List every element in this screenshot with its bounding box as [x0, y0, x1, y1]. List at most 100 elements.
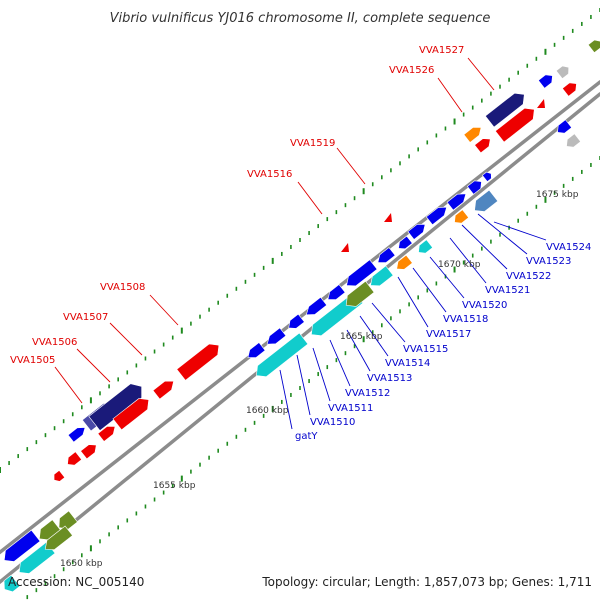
gene-label: VVA1517 — [426, 329, 471, 340]
gene-label: VVA1511 — [328, 403, 373, 414]
kbp-label: 1660 kbp — [246, 406, 289, 416]
gene-label: VVA1510 — [310, 417, 355, 428]
leader-line — [297, 181, 323, 215]
leader-line — [76, 348, 111, 383]
gene-arrow — [327, 284, 346, 300]
gene-arrow — [481, 171, 492, 183]
gene-arrow — [176, 343, 220, 381]
leader-line — [312, 347, 331, 402]
gene-arrow — [18, 541, 56, 574]
gene-arrow — [425, 206, 448, 226]
gene-arrow — [396, 254, 413, 270]
leader-line — [449, 237, 487, 284]
gene-arrow — [566, 133, 582, 148]
leader-line — [467, 57, 495, 91]
gene-arrow — [474, 138, 491, 154]
tick-marks — [0, 8, 600, 600]
gene-marker — [384, 213, 392, 222]
leader-line — [371, 302, 406, 343]
gene-arrow — [346, 259, 378, 287]
gene-arrow — [555, 65, 570, 80]
leader-line — [346, 329, 371, 372]
gene-arrow — [587, 39, 600, 54]
gene-label: VVA1506 — [32, 337, 77, 348]
gene-arrow — [67, 427, 86, 443]
gene-label: VVA1522 — [506, 271, 551, 282]
gene-label: VVA1518 — [443, 314, 488, 325]
gene-arrow — [247, 342, 266, 358]
gene-arrow — [537, 74, 553, 89]
kbp-label: 1650 kbp — [60, 559, 103, 569]
gene-marker — [537, 99, 545, 108]
leader-line — [336, 147, 366, 185]
gene-arrow — [407, 224, 426, 240]
leader-line — [412, 267, 447, 313]
gene-arrow — [152, 380, 175, 400]
accession-text: Accession: NC_005140 — [8, 575, 144, 589]
gene-arrow — [446, 193, 467, 211]
gene-label: VVA1505 — [10, 355, 55, 366]
leader-line — [279, 369, 293, 430]
gene-arrow — [305, 296, 328, 316]
gene-arrow — [484, 92, 525, 128]
gene-arrow — [377, 247, 396, 263]
gene-arrow — [494, 107, 535, 143]
gene-label: VVA1512 — [345, 388, 390, 399]
leader-line — [54, 366, 83, 404]
label-leaders — [54, 57, 547, 430]
sequence-summary: Topology: circular; Length: 1,857,073 bp… — [261, 575, 592, 589]
gene-features — [3, 39, 600, 593]
bottom-strand-labels: gatY VVA1510 VVA1511 VVA1512 VVA1513 VVA… — [295, 242, 591, 442]
gene-arrow — [474, 189, 499, 212]
gene-arrow — [454, 209, 470, 224]
gene-arrow — [557, 119, 573, 134]
gene-arrow — [345, 280, 375, 307]
leader-line — [493, 221, 547, 241]
kbp-label: 1670 kbp — [438, 260, 481, 270]
gene-arrow — [256, 332, 309, 378]
gene-arrow — [112, 398, 150, 431]
gene-label: gatY — [295, 431, 318, 442]
gene-arrow — [418, 239, 434, 254]
gene-label: VVA1524 — [546, 242, 591, 253]
gene-arrow — [67, 451, 83, 466]
gene-arrow — [3, 574, 21, 593]
gene-arrow — [288, 313, 305, 329]
gene-arrow — [266, 327, 287, 345]
gene-arrow — [466, 180, 482, 195]
kbp-label: 1665 kbp — [340, 332, 383, 342]
leader-line — [461, 224, 508, 270]
gene-label: VVA1516 — [247, 169, 292, 180]
gene-arrow — [463, 127, 482, 143]
gene-label: VVA1527 — [419, 45, 464, 56]
gene-arrow — [398, 235, 413, 250]
leader-line — [109, 322, 143, 356]
gene-arrow — [370, 265, 394, 287]
gene-label: VVA1507 — [63, 312, 108, 323]
leader-line — [397, 276, 429, 328]
kbp-labels: 1650 kbp 1655 kbp 1660 kbp 1665 kbp 1670… — [60, 190, 579, 569]
gene-arrow — [53, 469, 66, 482]
gene-arrow — [88, 383, 142, 432]
gene-label: VVA1526 — [389, 65, 434, 76]
gene-label: VVA1515 — [403, 344, 448, 355]
gene-label: VVA1519 — [290, 138, 335, 149]
gene-arrow — [97, 426, 116, 442]
gene-label: VVA1520 — [462, 300, 507, 311]
kbp-label: 1675 kbp — [536, 190, 579, 200]
top-strand-labels: VVA1505 VVA1506 VVA1507 VVA1508 VVA1516 … — [10, 45, 464, 366]
leader-line — [359, 315, 389, 357]
map-title: Vibrio vulnificus YJ016 chromosome II, c… — [110, 11, 491, 26]
leader-line — [437, 77, 463, 113]
kbp-label: 1655 kbp — [153, 481, 196, 491]
leader-line — [296, 354, 311, 416]
leader-line — [477, 213, 528, 255]
gene-label: VVA1513 — [367, 373, 412, 384]
gene-label: VVA1521 — [485, 285, 530, 296]
leader-line — [329, 339, 351, 387]
gene-label: VVA1523 — [526, 256, 571, 267]
gene-arrow — [561, 82, 577, 97]
leader-line — [149, 294, 179, 326]
leader-line — [429, 256, 465, 299]
